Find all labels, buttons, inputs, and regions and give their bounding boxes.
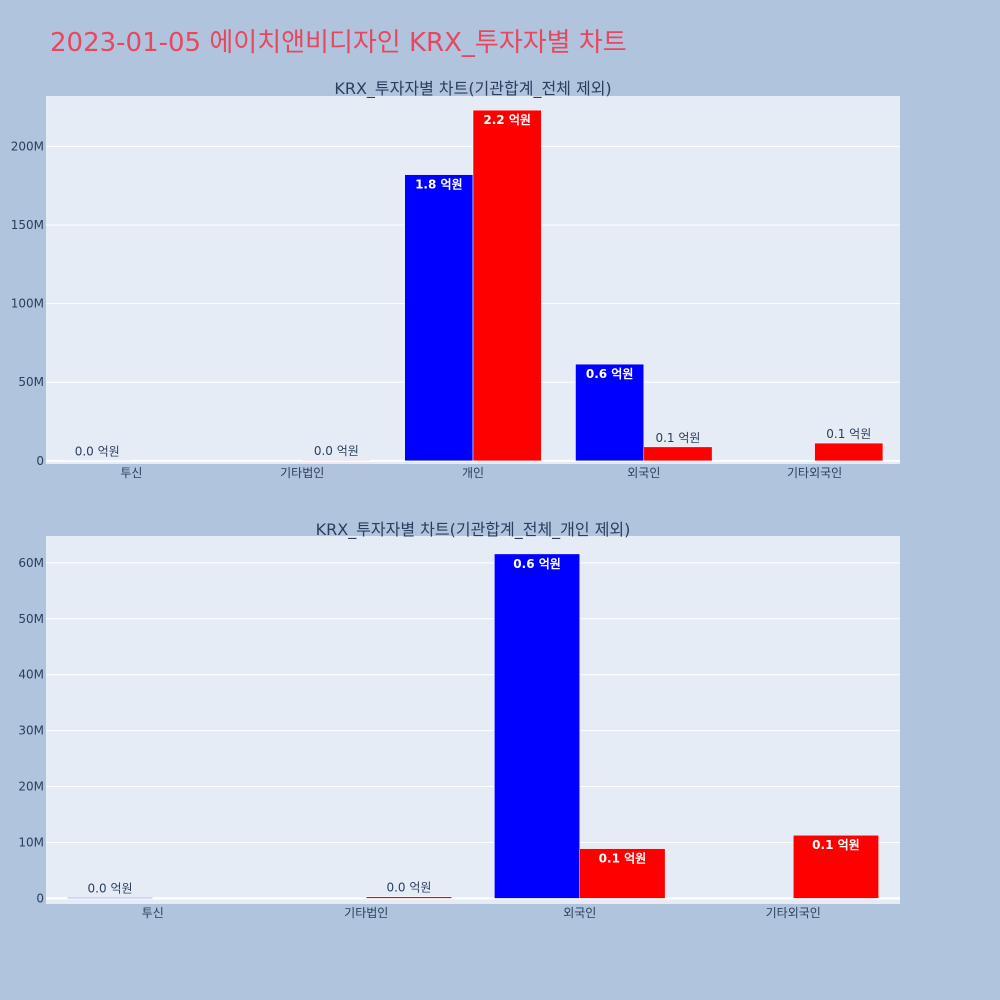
x-tick-label-0-4: 기타외국인 bbox=[787, 466, 842, 480]
page-title: 2023-01-05 에이치앤비디자인 KRX_투자자별 차트 bbox=[50, 28, 627, 58]
y-tick-label-0-4: 200M bbox=[11, 139, 44, 153]
x-tick-label-0-1: 기타법인 bbox=[280, 466, 324, 480]
y-tick-label-1-0: 0 bbox=[36, 891, 44, 905]
x-tick-label-0-3: 외국인 bbox=[627, 466, 660, 480]
data-label-1-1-1: 0.0 억원 bbox=[386, 881, 431, 895]
x-tick-label-1-3: 기타외국인 bbox=[766, 906, 821, 920]
data-label-0-1-2: 2.2 억원 bbox=[483, 113, 531, 127]
y-tick-label-1-4: 40M bbox=[18, 668, 44, 682]
y-tick-label-0-3: 150M bbox=[11, 218, 44, 232]
bar-0-1-2 bbox=[472, 109, 542, 462]
data-label-1-0-2: 0.6 억원 bbox=[513, 557, 561, 571]
bar-0-1-3 bbox=[643, 446, 713, 462]
bar-1-0-2 bbox=[494, 553, 581, 899]
y-tick-label-1-5: 50M bbox=[18, 612, 44, 626]
x-tick-label-1-1: 기타법인 bbox=[344, 906, 388, 920]
plot-area-1 bbox=[46, 536, 900, 904]
bar-0-1-4 bbox=[814, 442, 884, 462]
chart-title-0: KRX_투자자별 차트(기관합계_전체 제외) bbox=[334, 79, 611, 99]
data-label-0-1-4: 0.1 억원 bbox=[826, 427, 871, 441]
y-tick-label-1-2: 20M bbox=[18, 780, 44, 794]
bar-0-0-3 bbox=[575, 363, 645, 462]
y-tick-label-0-0: 0 bbox=[36, 454, 44, 468]
bar-0-1-1 bbox=[301, 459, 371, 462]
y-tick-label-1-3: 30M bbox=[18, 724, 44, 738]
y-tick-label-0-1: 50M bbox=[18, 375, 44, 389]
bar-1-1-3 bbox=[793, 834, 879, 899]
y-tick-label-1-1: 10M bbox=[18, 835, 44, 849]
data-label-0-1-1: 0.0 억원 bbox=[314, 444, 359, 458]
data-label-1-1-2: 0.1 억원 bbox=[599, 852, 647, 866]
y-tick-label-1-6: 60M bbox=[18, 556, 44, 570]
data-label-0-0-0: 0.0 억원 bbox=[75, 444, 120, 458]
data-label-0-0-2: 1.8 억원 bbox=[415, 178, 463, 192]
x-tick-label-0-2: 개인 bbox=[462, 466, 484, 480]
bar-0-0-2 bbox=[404, 174, 474, 462]
data-label-1-0-0: 0.0 억원 bbox=[88, 882, 133, 896]
x-tick-label-1-2: 외국인 bbox=[563, 906, 596, 920]
bar-1-1-2 bbox=[579, 848, 666, 899]
bar-1-1-1 bbox=[366, 896, 452, 899]
x-tick-label-0-0: 투신 bbox=[120, 466, 142, 480]
bar-1-0-0 bbox=[67, 897, 153, 899]
data-label-0-0-3: 0.6 억원 bbox=[586, 367, 634, 381]
chart-title-1: KRX_투자자별 차트(기관합계_전체_개인 제외) bbox=[316, 520, 631, 540]
x-tick-label-1-0: 투신 bbox=[142, 906, 164, 920]
data-label-1-1-3: 0.1 억원 bbox=[812, 838, 860, 852]
y-tick-label-0-2: 100M bbox=[11, 297, 44, 311]
data-label-0-1-3: 0.1 억원 bbox=[655, 431, 700, 445]
